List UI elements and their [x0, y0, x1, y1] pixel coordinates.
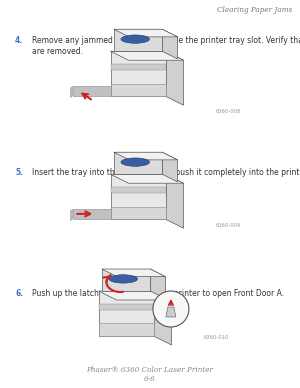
Polygon shape	[110, 51, 184, 60]
Polygon shape	[166, 307, 176, 317]
Text: 6360-010: 6360-010	[203, 335, 229, 340]
Polygon shape	[114, 152, 178, 160]
Polygon shape	[70, 86, 73, 98]
Polygon shape	[166, 51, 184, 105]
Polygon shape	[98, 324, 154, 336]
Polygon shape	[154, 291, 172, 345]
Polygon shape	[98, 291, 154, 336]
Text: Clearing Paper Jams: Clearing Paper Jams	[217, 6, 292, 14]
Polygon shape	[114, 29, 178, 37]
Circle shape	[153, 291, 189, 327]
Polygon shape	[150, 269, 166, 299]
Text: 6360-009: 6360-009	[215, 223, 241, 228]
Polygon shape	[110, 187, 166, 193]
Polygon shape	[110, 174, 166, 219]
Polygon shape	[114, 29, 162, 51]
Polygon shape	[166, 174, 184, 228]
Polygon shape	[70, 209, 73, 221]
Polygon shape	[162, 152, 178, 182]
Text: Remove any jammed paper from inside the printer tray slot. Verify that all scrap: Remove any jammed paper from inside the …	[32, 36, 300, 56]
Text: Insert the tray into the tray slot, and push it completely into the printer.: Insert the tray into the tray slot, and …	[32, 168, 300, 177]
Text: 6-6: 6-6	[144, 375, 156, 383]
Polygon shape	[162, 29, 178, 59]
Polygon shape	[102, 269, 150, 291]
Polygon shape	[110, 51, 166, 96]
Ellipse shape	[121, 158, 150, 166]
Text: 5.: 5.	[15, 168, 23, 177]
Ellipse shape	[121, 35, 150, 43]
Text: Phaser® 6360 Color Laser Printer: Phaser® 6360 Color Laser Printer	[86, 366, 214, 374]
Text: Push up the latch on the front of the printer to open Front Door A.: Push up the latch on the front of the pr…	[32, 289, 284, 298]
Polygon shape	[98, 291, 172, 300]
Polygon shape	[73, 86, 110, 95]
Polygon shape	[110, 64, 166, 70]
Polygon shape	[110, 174, 184, 183]
Polygon shape	[73, 209, 110, 218]
Ellipse shape	[109, 275, 138, 283]
Polygon shape	[98, 303, 154, 310]
Text: 4.: 4.	[15, 36, 23, 45]
Polygon shape	[110, 84, 166, 96]
Polygon shape	[114, 152, 162, 174]
Polygon shape	[110, 207, 166, 219]
Text: 6.: 6.	[15, 289, 23, 298]
Text: 6360-008: 6360-008	[215, 109, 241, 114]
Polygon shape	[102, 269, 166, 277]
